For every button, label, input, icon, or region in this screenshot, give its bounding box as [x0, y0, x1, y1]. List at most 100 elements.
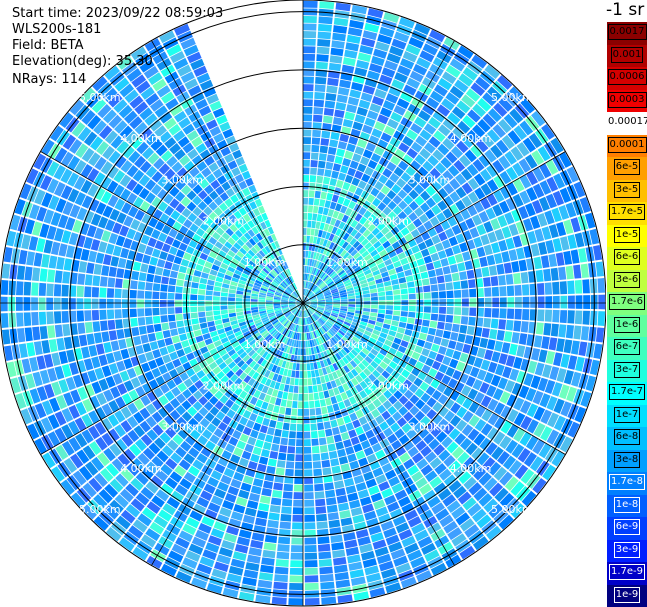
range-gate: [593, 343, 603, 359]
range-gate: [372, 539, 387, 550]
range-gate: [533, 406, 546, 421]
range-gate: [53, 164, 66, 180]
range-gate: [104, 130, 118, 145]
range-gate: [523, 373, 534, 387]
range-gate: [526, 170, 539, 186]
range-gate: [338, 172, 347, 181]
range-gate: [83, 210, 95, 224]
range-gate: [377, 287, 385, 293]
range-gate: [176, 416, 187, 428]
range-gate: [509, 108, 524, 124]
range-gate: [222, 587, 239, 598]
range-gate: [345, 42, 360, 52]
range-gate: [303, 265, 305, 273]
range-gate: [197, 340, 206, 349]
range-gate: [114, 155, 127, 169]
range-gate: [237, 283, 246, 289]
range-gate: [194, 529, 209, 541]
range-gate: [350, 436, 360, 446]
range-gate: [154, 240, 164, 250]
range-gate: [321, 230, 327, 239]
range-gate: [546, 395, 558, 411]
range-gate: [445, 314, 454, 323]
range-gate: [461, 195, 473, 208]
range-gate: [320, 344, 326, 352]
range-gate: [426, 397, 437, 408]
range-gate: [468, 316, 476, 326]
range-gate: [18, 249, 28, 265]
range-gate: [513, 397, 525, 411]
range-gate: [406, 129, 418, 141]
range-gate: [393, 166, 405, 177]
range-gate: [442, 170, 454, 182]
range-gate: [312, 285, 318, 292]
range-gate: [314, 91, 325, 100]
range-gate: [336, 148, 346, 157]
range-gate: [451, 106, 466, 120]
range-gate: [304, 333, 308, 341]
range-gate: [324, 200, 331, 209]
range-gate: [310, 284, 316, 291]
colorbar-cell: 6e-7: [607, 337, 647, 360]
range-ring-label: 5.00km: [79, 503, 121, 516]
range-gate: [346, 235, 354, 243]
range-gate: [373, 356, 382, 365]
range-gate: [306, 363, 311, 371]
range-ring-label: 1.00km: [326, 256, 368, 269]
range-gate: [92, 321, 101, 333]
range-gate: [368, 392, 377, 402]
range-gate: [116, 383, 128, 396]
range-gate: [330, 534, 343, 543]
range-gate: [355, 343, 364, 351]
range-gate: [414, 345, 423, 354]
range-gate: [283, 320, 290, 327]
range-gate: [384, 258, 393, 266]
range-gate: [275, 323, 282, 330]
range-gate: [490, 276, 499, 287]
range-gate: [362, 422, 372, 433]
range-gate: [407, 373, 417, 383]
range-gate: [204, 380, 214, 390]
range-gate: [138, 174, 151, 187]
range-gate: [148, 217, 159, 228]
range-ring-label: 3.00km: [161, 421, 203, 434]
range-gate: [144, 290, 152, 299]
range-gate: [206, 423, 217, 434]
range-gate: [261, 385, 269, 394]
range-gate: [285, 468, 294, 477]
range-gate: [448, 480, 462, 493]
range-gate: [545, 350, 556, 365]
range-gate: [282, 280, 288, 287]
range-gate: [108, 400, 120, 413]
range-gate: [313, 287, 320, 293]
range-gate: [209, 269, 218, 276]
range-gate: [335, 102, 347, 111]
range-gate: [205, 290, 213, 296]
range-gate: [247, 460, 258, 470]
range-gate: [198, 522, 212, 534]
range-gate: [338, 401, 346, 410]
range-gate: [175, 446, 187, 458]
range-gate: [335, 487, 346, 497]
range-gate: [332, 116, 344, 126]
range-gate: [355, 426, 365, 436]
range-gate: [199, 252, 209, 261]
range-gate: [321, 383, 328, 391]
range-gate: [344, 318, 352, 324]
range-gate: [196, 124, 209, 136]
range-gate: [128, 150, 141, 164]
range-gate: [448, 236, 458, 247]
range-gate: [290, 560, 303, 568]
range-gate: [134, 121, 148, 135]
range-gate: [70, 389, 82, 404]
range-ring-label: 5.00km: [491, 503, 533, 516]
range-gate: [164, 71, 179, 84]
range-gate: [103, 254, 112, 266]
range-gate: [159, 30, 176, 44]
range-gate: [276, 313, 284, 318]
range-gate: [245, 194, 254, 204]
range-gate: [231, 365, 240, 374]
range-gate: [429, 320, 438, 329]
range-gate: [375, 231, 384, 240]
range-gate: [250, 257, 259, 265]
